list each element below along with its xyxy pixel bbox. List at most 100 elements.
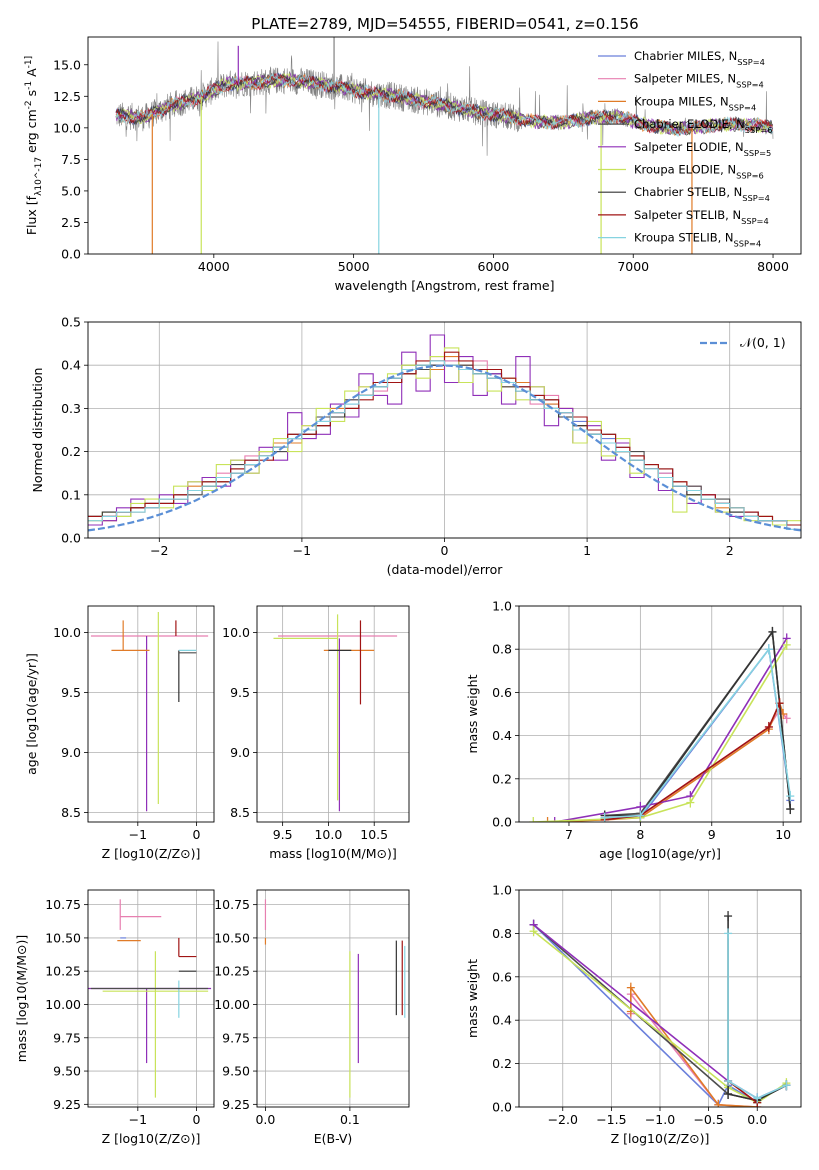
text-part: 0.2 — [492, 1056, 512, 1071]
text-part: −1.5 — [596, 1112, 626, 1127]
text-part: -1] — [24, 56, 34, 69]
y-tick-label: 8.5 — [230, 805, 250, 820]
text-part: Z [log10(Z/Z⊙)] — [102, 846, 201, 861]
text-part: age [log10(age/yr)] — [24, 653, 39, 775]
y-tick-label: 0.6 — [492, 685, 512, 700]
text-part: 0.0 — [747, 1112, 767, 1127]
text-part: 7 — [565, 827, 573, 842]
y-tick-label: 1.0 — [492, 599, 512, 614]
text-part: Chabrier MILES, N — [634, 49, 737, 63]
plots: 4000 5000 6000 7000 80000.02.55.07.510.012.5… — [14, 36, 802, 1146]
text-part: 10.50 — [214, 930, 250, 945]
y-tick-label: 15.0 — [53, 57, 81, 72]
text-part: 𝒩(0, 1) — [740, 335, 786, 350]
legend-entry: Salpeter MILES, NSSP=4 — [634, 72, 764, 90]
text-part: −1 — [129, 827, 147, 842]
age_vs_Z-panel: −1 0 8.5 9.0 9.5 10.0 Z [log10(Z/Z⊙)] age [log1… — [24, 605, 215, 861]
text-part: 0.1 — [61, 487, 81, 502]
y-tick-label: 10.0 — [53, 120, 81, 135]
x-tick-label: 8000 — [757, 259, 789, 274]
mass_weight_vs_age-plot — [529, 626, 795, 822]
text-part: 1 — [583, 543, 591, 558]
text-part: 10.75 — [45, 897, 81, 912]
text-part: 0.6 — [492, 969, 512, 984]
text-part: 15.0 — [53, 57, 81, 72]
text-part: 5000 — [338, 259, 370, 274]
y-axis-label: Normed distribution — [30, 368, 45, 493]
text-part: 6000 — [478, 259, 510, 274]
text-part: 9.75 — [222, 1030, 250, 1045]
x-axis-label: (data-model)/error — [387, 562, 504, 577]
text-part: wavelength [Angstrom, rest frame] — [334, 278, 554, 293]
x-tick-label: −1 — [129, 827, 147, 842]
axes-frame — [87, 889, 215, 1108]
axes-frame — [518, 605, 802, 823]
x-tick-label: 0 — [192, 827, 200, 842]
text-part: 0.0 — [61, 247, 81, 262]
x-tick-label: 2 — [726, 543, 734, 558]
mass_weight_vs_Z-panel: −2.0 −1.5 −1.0 −0.5 0.0 0.0 0.2 0.4 0.6 0.8 1.0 Z [… — [465, 883, 802, 1146]
x-tick-label: −1 — [129, 1112, 147, 1127]
text-part: 9.50 — [53, 1064, 81, 1079]
text-part: 9.5 — [61, 685, 81, 700]
text-part: 0.6 — [492, 685, 512, 700]
x-tick-label: 5000 — [338, 259, 370, 274]
text-part: Chabrier ELODIE, N — [634, 117, 745, 131]
x-tick-label: 1 — [583, 543, 591, 558]
histogram-step-kroupa_stelib — [88, 360, 801, 530]
spectrum-panel: 4000 5000 6000 7000 8000 0.0 2.5 5.0 7.5 10.0 12.5… — [24, 36, 802, 293]
x-axis-label: mass [log10(M/M⊙)] — [269, 846, 397, 861]
y-axis-label: mass weight — [465, 674, 480, 753]
x-axis-label: wavelength [Angstrom, rest frame] — [334, 278, 554, 293]
text-part: Z [log10(Z/Z⊙)] — [611, 1131, 710, 1146]
legend-entry: Chabrier STELIB, NSSP=4 — [634, 185, 770, 203]
text-part: 4000 — [198, 259, 230, 274]
legend-entry: Chabrier MILES, NSSP=4 — [634, 49, 765, 67]
text-part: 10.50 — [45, 930, 81, 945]
text-part: Salpeter MILES, N — [634, 72, 736, 86]
mass-weight-line-kroupa_elodie — [533, 644, 788, 822]
x-tick-label: −0.5 — [693, 1112, 723, 1127]
y-tick-label: 0.2 — [492, 1056, 512, 1071]
text-part: 10.0 — [314, 827, 342, 842]
x-tick-label: 6000 — [478, 259, 510, 274]
text-part: −2 — [150, 543, 168, 558]
normal-curve-line — [88, 364, 801, 532]
mass-weight-line-salpeter_elodie — [554, 637, 788, 822]
histogram-panel: −2 −1 0 1 2 0.0 0.1 0.2 0.3 0.4 0.5 (data-model)/er… — [30, 315, 802, 577]
text-part: SSP=4 — [736, 80, 764, 90]
x-tick-label: 0.0 — [747, 1112, 767, 1127]
text-part: 9.0 — [230, 745, 250, 760]
y-tick-label: 0.2 — [492, 771, 512, 786]
age_vs_mass-panel: 9.5 10.0 10.5 8.5 9.0 9.5 10.0 mass [log10(M/M⊙… — [222, 605, 410, 861]
x-axis-label: Z [log10(Z/Z⊙)] — [102, 846, 201, 861]
text-part: erg cm — [24, 109, 39, 157]
y-tick-label: 10.75 — [45, 897, 81, 912]
text-part: 8.5 — [230, 805, 250, 820]
text-part: -2 — [24, 100, 34, 109]
text-part: 0 — [192, 1112, 200, 1127]
mass-weight-line-chabrier_stelib — [604, 629, 792, 817]
text-part: (data-model)/error — [387, 562, 504, 577]
text-part: 10.5 — [360, 827, 388, 842]
x-tick-label: −2 — [150, 543, 168, 558]
text-part: −1.0 — [645, 1112, 675, 1127]
text-part: SSP=4 — [742, 193, 770, 203]
text-part: 7000 — [617, 259, 649, 274]
text-part: −0.5 — [693, 1112, 723, 1127]
y-axis-label: age [log10(age/yr)] — [24, 653, 39, 775]
text-part: Salpeter ELODIE, N — [634, 140, 744, 154]
y-tick-label: 0.8 — [492, 926, 512, 941]
x-axis-label: Z [log10(Z/Z⊙)] — [102, 1131, 201, 1146]
legend-entry: Kroupa ELODIE, NSSP=6 — [634, 163, 764, 181]
x-tick-label: −2.0 — [548, 1112, 578, 1127]
mass_weight_vs_Z-plot — [529, 911, 791, 1107]
text-part: SSP=4 — [734, 239, 762, 249]
text-part: 0.3 — [61, 401, 81, 416]
y-tick-label: 10.0 — [53, 625, 81, 640]
histogram-legend: 𝒩(0, 1) — [700, 335, 786, 350]
y-tick-label: 10.50 — [214, 930, 250, 945]
text-part: Kroupa MILES, N — [634, 94, 729, 108]
axes-frame — [256, 605, 410, 823]
text-part: s — [24, 90, 39, 101]
